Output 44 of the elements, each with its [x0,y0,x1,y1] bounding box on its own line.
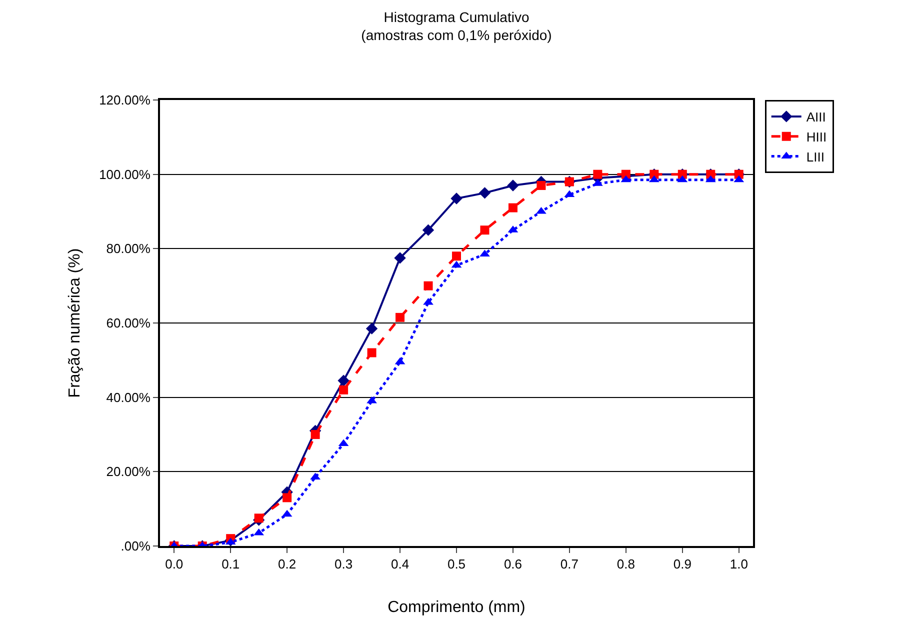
x-tick-label: 0.0 [165,556,184,572]
point [394,252,406,264]
point [452,252,461,261]
x-tick-label: 0.8 [616,556,635,572]
y-tick-label: 100.00% [99,166,151,182]
point [366,322,378,334]
legend-label: AIII [806,110,826,125]
x-axis-title: Comprimento (mm) [388,598,526,616]
x-tick-label: 0.3 [334,556,353,572]
y-tick-label: 60.00% [106,316,151,331]
chart-subtitle: (amostras com 0,1% peróxido) [361,27,552,44]
chart-title: Histograma Cumulativo [384,8,530,25]
point [282,493,292,502]
y-tick-label: 20.00% [106,464,151,480]
y-tick-label: 80.00% [106,241,151,256]
point [422,224,434,236]
point [424,281,433,290]
point [396,312,405,322]
x-tick-label: 0.6 [504,556,522,572]
x-tick-label: 0.1 [222,556,240,572]
point [507,180,519,192]
x-tick-label: 0.9 [673,556,692,572]
point [339,385,348,394]
point [508,203,518,212]
y-axis-title: Fração numérica (%) [66,248,84,398]
x-tick-label: 0.2 [278,556,296,572]
y-tick-label: 40.00% [106,390,151,405]
x-tick-label: 1.0 [730,556,748,572]
point [367,348,376,358]
legend-label: LIII [806,149,824,164]
point [310,430,320,439]
point [480,226,490,235]
y-tick-label: .00% [120,538,151,554]
point [450,192,462,204]
point [593,170,602,179]
point [254,514,264,523]
x-tick-label: 0.7 [560,556,578,572]
y-tick-label: 120.00% [99,92,151,108]
point [478,187,491,199]
point [338,374,350,386]
point [536,180,546,190]
legend-label: HIII [806,129,827,144]
x-tick-label: 0.5 [447,556,466,572]
x-tick-label: 0.4 [390,556,410,572]
